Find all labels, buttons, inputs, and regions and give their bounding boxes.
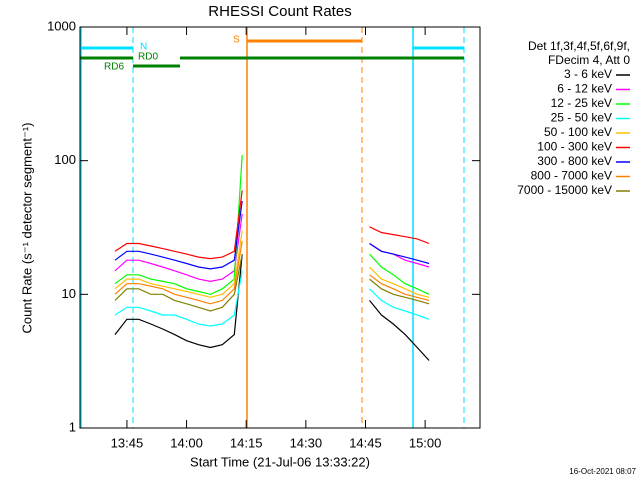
series-line — [114, 241, 430, 305]
legend-label: 100 - 300 keV — [537, 140, 612, 154]
y-tick-label: 10 — [62, 286, 76, 301]
series-line — [114, 254, 430, 361]
legend-label: 25 - 50 keV — [551, 111, 612, 125]
legend-label: 800 - 7000 keV — [531, 169, 612, 183]
series-line — [114, 190, 430, 260]
legend-label: 7000 - 15000 keV — [517, 183, 612, 197]
status-markers: N RD0 RD6 S — [80, 27, 465, 428]
legend-label: 6 - 12 keV — [557, 82, 612, 96]
y-tick-label: 1000 — [47, 18, 76, 33]
legend-label: 300 - 800 keV — [537, 154, 612, 168]
legend-title: FDecim 4, Att 0 — [548, 53, 630, 67]
y-axis-label: Count Rate (s⁻¹ detector segment⁻¹) — [19, 123, 34, 334]
x-tick-label: 14:15 — [230, 435, 263, 450]
y-tick-label: 1 — [69, 419, 76, 434]
series-line — [114, 270, 430, 327]
annotation: RD6 — [104, 62, 124, 73]
x-tick-label: 14:00 — [170, 435, 203, 450]
footer: 16-Oct-2021 08:07 — [569, 467, 636, 476]
x-tick-label: 15:00 — [409, 435, 442, 450]
series-line — [114, 200, 430, 270]
series-line — [114, 230, 430, 298]
legend-label: 12 - 25 keV — [551, 96, 612, 110]
series-line — [114, 155, 430, 295]
x-tick-label: 14:30 — [290, 435, 323, 450]
series-line — [114, 253, 430, 312]
x-axis-label: Start Time (21-Jul-06 13:33:22) — [190, 454, 370, 469]
y-tick-label: 100 — [54, 152, 76, 167]
annotation: RD0 — [138, 52, 158, 63]
x-tick-label: 13:45 — [111, 435, 144, 450]
legend-title: Det 1f,3f,4f,5f,6f,9f, — [528, 39, 630, 53]
annotation: S — [233, 35, 240, 46]
annotation: N — [140, 42, 147, 53]
data-lines — [114, 155, 430, 361]
x-tick-label: 14:45 — [349, 435, 382, 450]
legend-label: 50 - 100 keV — [544, 125, 612, 139]
legend-label: 3 - 6 keV — [564, 67, 612, 81]
plot-frame — [79, 26, 481, 429]
chart-title: RHESSI Count Rates — [208, 3, 351, 20]
